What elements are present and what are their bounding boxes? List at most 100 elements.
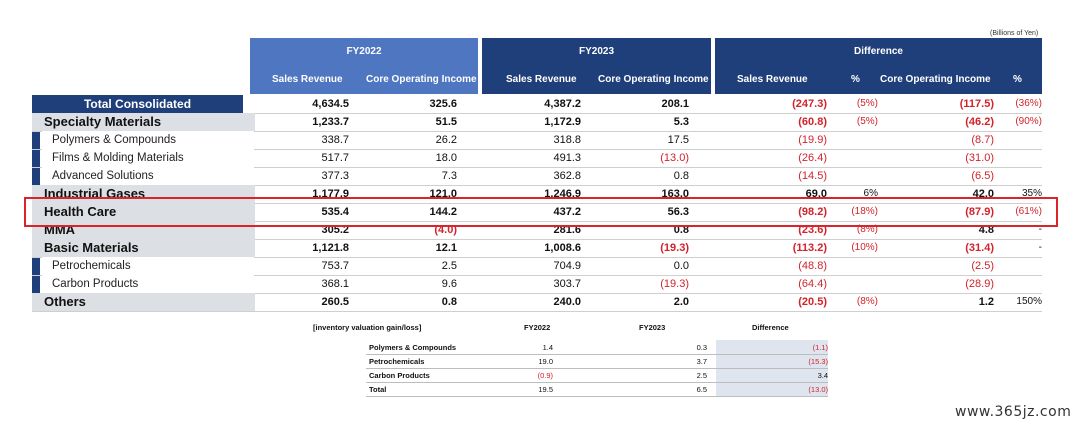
table-cell: 1,008.6 xyxy=(544,242,581,254)
header-difference: Difference Sales Revenue % Core Operatin… xyxy=(715,38,1042,94)
table-cell: (4.0) xyxy=(434,224,457,236)
table-row: Specialty Materials 1,233.7 51.5 1,172.9 5.3… xyxy=(32,113,1042,132)
table-cell: 0.0 xyxy=(673,260,689,272)
table-cell: (90%) xyxy=(1015,116,1042,127)
table-cell: 18.0 xyxy=(435,152,457,164)
table-cell: (48.8) xyxy=(798,260,827,272)
row-label: Carbon Products xyxy=(42,275,254,294)
table-cell: 35% xyxy=(1021,188,1042,199)
inventory-cell: (15.3) xyxy=(808,357,828,366)
header-fy2023-sales: Sales Revenue xyxy=(506,74,577,85)
table-cell: 4,387.2 xyxy=(544,98,581,110)
table-cell: (117.5) xyxy=(959,98,994,110)
header-fy2023: FY2023 Sales Revenue Core Operating Inco… xyxy=(482,38,711,94)
inventory-title: [inventory valuation gain/loss] xyxy=(313,323,422,332)
table-cell xyxy=(962,149,1042,167)
table-cell: (2.5) xyxy=(971,260,994,272)
table-cell: 0.8 xyxy=(441,296,457,308)
table-cell: (5%) xyxy=(856,116,878,127)
table-cell: 260.5 xyxy=(321,296,349,308)
header-diff-core-pct: % xyxy=(1013,74,1022,85)
table-cell: (36%) xyxy=(1015,98,1042,109)
table-cell: 17.5 xyxy=(667,134,689,146)
table-cell: 1,121.8 xyxy=(312,242,349,254)
row-label: Films & Molding Materials xyxy=(42,149,254,168)
inventory-cell: 0.3 xyxy=(696,343,707,352)
table-cell: 1,233.7 xyxy=(312,116,349,128)
inventory-cell: 19.0 xyxy=(538,357,553,366)
table-cell: 51.5 xyxy=(435,116,457,128)
table-cell: (31.4) xyxy=(965,242,994,254)
watermark: www.365jz.com xyxy=(955,404,1072,420)
table-cell: 303.7 xyxy=(553,278,581,290)
table-cell: 6% xyxy=(863,188,878,199)
table-cell: 281.6 xyxy=(553,224,581,236)
table-cell: (14.5) xyxy=(798,170,827,182)
units-note: (Billions of Yen) xyxy=(990,30,1039,37)
row-label: Others xyxy=(32,293,255,311)
table-cell: 377.3 xyxy=(321,170,349,182)
table-cell: (64.4) xyxy=(798,278,827,290)
row-label: Advanced Solutions xyxy=(42,167,254,186)
table-cell: 150% xyxy=(1016,296,1042,307)
table-cell: 4,634.5 xyxy=(312,98,349,110)
table-cell xyxy=(962,257,1042,275)
table-cell: (8.7) xyxy=(971,134,994,146)
table-cell: (6.5) xyxy=(971,170,994,182)
table-cell xyxy=(962,131,1042,149)
inventory-cell: (0.9) xyxy=(537,371,553,380)
table-cell xyxy=(962,275,1042,293)
table-row: Petrochemicals 753.7 2.5 704.9 0.0 (48.8) (2.5… xyxy=(32,257,1042,276)
table-row: Basic Materials 1,121.8 12.1 1,008.6 (19.3) (… xyxy=(32,239,1042,258)
table-cell: (247.3) xyxy=(792,98,827,110)
table-cell: - xyxy=(1038,242,1042,253)
inventory-row: Petrochemicals 19.0 3.7 (15.3) xyxy=(366,355,828,369)
inventory-row: Total 19.5 6.5 (13.0) xyxy=(366,383,828,397)
table-cell xyxy=(798,257,878,275)
header-difference-title: Difference xyxy=(854,46,903,57)
inventory-header-fy2023: FY2023 xyxy=(639,323,666,332)
table-cell: 437.2 xyxy=(553,206,581,218)
table-cell: 2.5 xyxy=(441,260,457,272)
inventory-cell: 3.4 xyxy=(817,371,828,380)
table-cell: (13.0) xyxy=(660,152,689,164)
table-row: Polymers & Compounds 338.7 26.2 318.8 17.5 (1… xyxy=(32,131,1042,150)
table-cell: 144.2 xyxy=(429,206,457,218)
table-cell: (19.3) xyxy=(660,278,689,290)
table-cell xyxy=(798,275,878,293)
table-cell: (61%) xyxy=(1015,206,1042,217)
row-label: Specialty Materials xyxy=(32,113,255,131)
table-cell: 56.3 xyxy=(667,206,689,218)
table-row: Others 260.5 0.8 240.0 2.0 (20.5) (8%) 1.2 150% xyxy=(32,293,1042,312)
table-cell: 491.3 xyxy=(553,152,581,164)
inventory-row-label: Polymers & Compounds xyxy=(369,343,457,352)
header-diff-core: Core Operating Income xyxy=(880,74,991,85)
header-fy2023-core: Core Operating Income xyxy=(598,74,709,85)
table-cell: 26.2 xyxy=(435,134,457,146)
table-cell: 208.1 xyxy=(661,98,689,110)
table-cell: (19.3) xyxy=(660,242,689,254)
table-cell: 1,172.9 xyxy=(544,116,581,128)
table-cell: 7.3 xyxy=(441,170,457,182)
table-cell: 362.8 xyxy=(553,170,581,182)
header-fy2022-core: Core Operating Income xyxy=(366,74,477,85)
table-cell: 535.4 xyxy=(321,206,349,218)
inventory-row: Carbon Products (0.9) 2.5 3.4 xyxy=(366,369,828,383)
table-cell xyxy=(798,131,878,149)
table-cell: (19.9) xyxy=(798,134,827,146)
table-cell: 704.9 xyxy=(553,260,581,272)
table-cell: 0.8 xyxy=(673,170,689,182)
inventory-cell: (1.1) xyxy=(812,343,828,352)
inventory-cell: 19.5 xyxy=(538,385,553,394)
table-cell: (20.5) xyxy=(798,296,827,308)
table-cell: 305.2 xyxy=(321,224,349,236)
row-label: Basic Materials xyxy=(32,239,255,257)
table-cell: (8%) xyxy=(856,224,878,235)
inventory-row: Polymers & Compounds 1.4 0.3 (1.1) xyxy=(366,341,828,355)
header-fy2022-sales: Sales Revenue xyxy=(272,74,343,85)
table-cell xyxy=(798,167,878,185)
table-cell: 5.3 xyxy=(673,116,689,128)
table-row: Films & Molding Materials 517.7 18.0 491.3 (… xyxy=(32,149,1042,168)
table-cell: (23.6) xyxy=(798,224,827,236)
table-cell: (113.2) xyxy=(792,242,827,254)
